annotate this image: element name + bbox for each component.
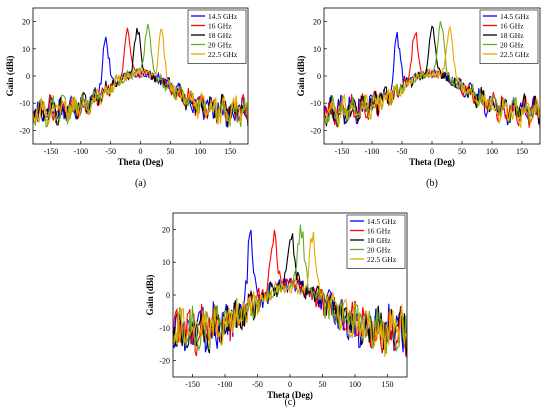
legend-entry: 18 GHz bbox=[367, 236, 391, 245]
x-tick-label: -150 bbox=[44, 147, 59, 156]
y-axis-label: Gain (dBi) bbox=[5, 56, 15, 97]
panel-label: (b) bbox=[426, 178, 438, 189]
x-tick-label: 150 bbox=[516, 147, 528, 156]
x-tick-label: -50 bbox=[397, 147, 408, 156]
legend-entry: 14.5 GHz bbox=[367, 217, 397, 226]
x-tick-label: 50 bbox=[166, 147, 174, 156]
x-tick-label: -150 bbox=[185, 380, 200, 389]
y-axis-label: Gain (dBi) bbox=[145, 275, 155, 316]
legend-entry: 16 GHz bbox=[367, 227, 391, 236]
y-axis-label: Gain (dBi) bbox=[296, 56, 306, 97]
x-tick-label: 150 bbox=[382, 380, 394, 389]
y-tick-label: 20 bbox=[162, 225, 170, 234]
legend-entry: 22.5 GHz bbox=[500, 50, 530, 59]
x-tick-label: 50 bbox=[458, 147, 466, 156]
y-tick-label: 10 bbox=[162, 258, 170, 267]
legend-entry: 16 GHz bbox=[500, 22, 524, 31]
legend-entry: 22.5 GHz bbox=[208, 50, 238, 59]
legend-entry: 20 GHz bbox=[208, 41, 232, 50]
x-axis-label: Theta (Deg) bbox=[409, 157, 455, 167]
y-tick-label: 0 bbox=[166, 291, 170, 300]
x-tick-label: -100 bbox=[218, 380, 233, 389]
x-axis-label: Theta (Deg) bbox=[118, 157, 164, 167]
series-line-22-5-ghz bbox=[173, 231, 407, 358]
y-tick-label: 10 bbox=[313, 45, 321, 54]
legend-entry: 16 GHz bbox=[208, 22, 232, 31]
x-tick-label: -50 bbox=[252, 380, 263, 389]
x-axis-label: Theta (Deg) bbox=[267, 390, 313, 400]
x-tick-label: -100 bbox=[365, 147, 380, 156]
x-tick-label: 100 bbox=[349, 380, 361, 389]
y-tick-label: -10 bbox=[310, 99, 321, 108]
legend-entry: 14.5 GHz bbox=[500, 12, 530, 21]
x-tick-label: -50 bbox=[105, 147, 116, 156]
panel-label: (a) bbox=[135, 178, 146, 189]
curves bbox=[173, 224, 407, 359]
panel-label: (c) bbox=[284, 397, 295, 408]
y-tick-label: -10 bbox=[19, 99, 30, 108]
curves bbox=[33, 24, 248, 128]
y-tick-label: -20 bbox=[159, 357, 170, 366]
curves bbox=[324, 21, 540, 129]
x-tick-label: 100 bbox=[486, 147, 498, 156]
y-tick-label: -20 bbox=[19, 126, 30, 135]
series-line-22-5-ghz bbox=[324, 24, 540, 129]
y-tick-label: 10 bbox=[22, 45, 30, 54]
legend-entry: 20 GHz bbox=[500, 41, 524, 50]
x-tick-label: 0 bbox=[139, 147, 143, 156]
x-tick-label: 0 bbox=[430, 147, 434, 156]
y-tick-label: 20 bbox=[22, 18, 30, 27]
y-tick-label: -10 bbox=[159, 324, 170, 333]
x-tick-label: -150 bbox=[335, 147, 350, 156]
y-tick-label: 0 bbox=[26, 72, 30, 81]
x-tick-label: 150 bbox=[224, 147, 236, 156]
legend-entry: 18 GHz bbox=[500, 31, 524, 40]
legend-entry: 18 GHz bbox=[208, 31, 232, 40]
y-tick-label: 0 bbox=[317, 72, 321, 81]
x-tick-label: 0 bbox=[288, 380, 292, 389]
legend-entry: 22.5 GHz bbox=[367, 255, 397, 264]
y-tick-label: 20 bbox=[313, 18, 321, 27]
series-line-22-5-ghz bbox=[33, 28, 248, 125]
x-tick-label: 50 bbox=[319, 380, 327, 389]
legend-entry: 14.5 GHz bbox=[208, 12, 238, 21]
legend-entry: 20 GHz bbox=[367, 246, 391, 255]
y-tick-label: -20 bbox=[310, 126, 321, 135]
x-tick-label: -100 bbox=[73, 147, 88, 156]
x-tick-label: 100 bbox=[194, 147, 206, 156]
